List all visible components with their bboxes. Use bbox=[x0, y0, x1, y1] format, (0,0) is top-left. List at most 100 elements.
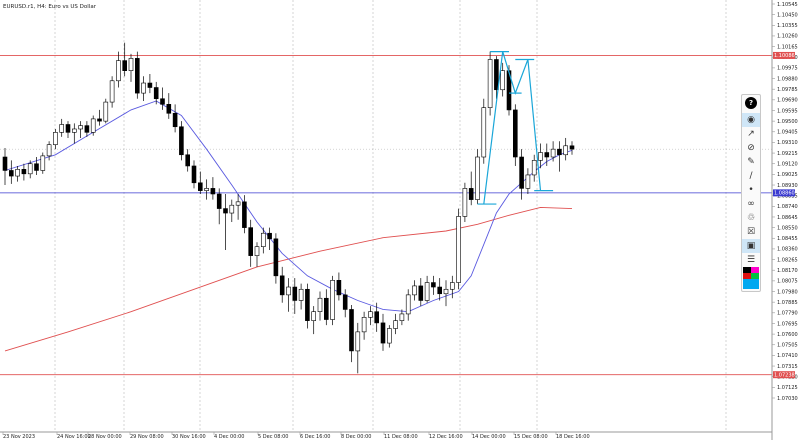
price-axis-label: 1.09595 bbox=[777, 108, 798, 114]
price-axis-label: 1.07600 bbox=[777, 332, 798, 338]
lower-support-label-bg bbox=[773, 371, 795, 379]
price-axis-label: 1.08360 bbox=[777, 247, 798, 253]
candle-body bbox=[90, 118, 96, 133]
price-axis-label: 1.07695 bbox=[777, 321, 798, 327]
drawing-toolbar: ? ◉ ↗ ⊘ ✎ ∕ • ∞ ♲ ☒ ▣ ☰ bbox=[741, 94, 761, 292]
candle-body bbox=[292, 286, 298, 301]
time-axis-label: 8 Dec 00:00 bbox=[341, 434, 371, 440]
time-axis-label: 6 Dec 16:00 bbox=[300, 434, 330, 440]
candle-body bbox=[557, 148, 562, 156]
price-axis-label: 1.09405 bbox=[777, 130, 798, 136]
price-axis-label: 1.08835 bbox=[777, 193, 798, 199]
color-palette-icon[interactable] bbox=[743, 267, 759, 289]
candle-body bbox=[399, 313, 405, 321]
candle-body bbox=[500, 70, 506, 91]
candle-body bbox=[361, 316, 367, 333]
candle-body bbox=[235, 201, 241, 206]
price-axis-label: 1.08265 bbox=[777, 257, 798, 263]
time-axis-label: 30 Nov 16:00 bbox=[172, 434, 206, 440]
candle-body bbox=[128, 58, 134, 71]
candle-body bbox=[260, 232, 266, 247]
help-icon[interactable]: ? bbox=[745, 97, 757, 109]
price-axis: 1.105451.104501.103551.102601.101651.100… bbox=[772, 2, 798, 402]
candle-body bbox=[216, 193, 222, 209]
candle-body bbox=[153, 87, 159, 100]
price-axis-label: 1.07410 bbox=[777, 353, 798, 359]
candle-body bbox=[141, 82, 146, 94]
pencil-icon[interactable]: ∕ bbox=[749, 171, 753, 181]
candle-body bbox=[147, 82, 153, 88]
candlesticks bbox=[2, 42, 575, 374]
candle-body bbox=[65, 124, 71, 133]
clipboard-icon[interactable]: ☰ bbox=[746, 255, 756, 265]
price-axis-label: 1.08075 bbox=[777, 279, 798, 285]
price-axis-label: 1.07030 bbox=[777, 396, 798, 402]
candle-body bbox=[2, 156, 8, 171]
candle-body bbox=[305, 288, 310, 321]
candle-body bbox=[550, 148, 556, 158]
candle-body bbox=[412, 285, 417, 296]
candle-body bbox=[456, 216, 461, 283]
time-axis-label: 11 Dec 08:00 bbox=[384, 434, 418, 440]
drawn-annotation[interactable] bbox=[477, 51, 554, 205]
candle-body bbox=[198, 182, 203, 191]
candle-body bbox=[317, 297, 323, 312]
candle-body bbox=[103, 101, 109, 122]
time-axis-label: 29 Nov 08:00 bbox=[130, 434, 164, 440]
candle-body bbox=[468, 188, 474, 200]
candle-body bbox=[53, 132, 58, 145]
time-axis-label: 12 Dec 16:00 bbox=[429, 434, 463, 440]
lower-support-label: 1.07238 bbox=[774, 372, 795, 378]
candle-body bbox=[494, 59, 499, 91]
candle-body bbox=[443, 288, 449, 295]
candle-body bbox=[223, 208, 228, 214]
link-icon[interactable]: ∞ bbox=[747, 199, 755, 209]
price-axis-label: 1.08740 bbox=[777, 204, 798, 210]
price-axis-label: 1.10165 bbox=[777, 44, 798, 50]
brush-icon[interactable]: ✎ bbox=[747, 157, 755, 167]
cursor-icon[interactable]: ↗ bbox=[747, 129, 755, 139]
candle-body bbox=[519, 156, 524, 189]
candle-body bbox=[122, 60, 127, 71]
candle-body bbox=[210, 188, 216, 195]
candle-body bbox=[487, 59, 493, 108]
eye-icon[interactable]: ◉ bbox=[742, 113, 760, 127]
vertical-grid bbox=[54, 0, 727, 432]
mid-support-label-bg bbox=[773, 189, 795, 197]
candle-body bbox=[97, 118, 102, 122]
price-axis-label: 1.09215 bbox=[777, 151, 798, 157]
no-draw-icon[interactable]: ⊘ bbox=[747, 143, 755, 153]
candle-body bbox=[78, 125, 83, 130]
price-axis-label: 1.07885 bbox=[777, 300, 798, 306]
time-axis-label: 28 Nov 00:00 bbox=[88, 434, 122, 440]
price-axis-label: 1.08645 bbox=[777, 215, 798, 221]
candle-body bbox=[437, 286, 443, 295]
price-axis-label: 1.07505 bbox=[777, 343, 798, 349]
candle-body bbox=[191, 165, 197, 184]
candle-body bbox=[135, 58, 140, 94]
price-axis-label: 1.08550 bbox=[777, 225, 798, 231]
time-axis-label: 15 Dec 08:00 bbox=[514, 434, 548, 440]
price-axis-label: 1.09025 bbox=[777, 172, 798, 178]
price-axis-label: 1.09880 bbox=[777, 76, 798, 82]
trash-icon[interactable]: ♲ bbox=[746, 213, 756, 223]
price-axis-label: 1.08455 bbox=[777, 236, 798, 242]
candle-body bbox=[15, 169, 20, 177]
dot-icon[interactable]: • bbox=[748, 185, 754, 195]
price-axis-label: 1.09120 bbox=[777, 162, 798, 168]
candle-body bbox=[424, 282, 430, 301]
candle-body bbox=[267, 232, 272, 240]
candle-body bbox=[248, 227, 253, 256]
candle-body bbox=[40, 155, 46, 171]
candle-body bbox=[330, 280, 335, 320]
screenshot-icon[interactable]: ▣ bbox=[742, 239, 760, 253]
price-axis-label: 1.10545 bbox=[777, 2, 798, 8]
candle-body bbox=[21, 169, 27, 175]
candle-body bbox=[531, 160, 537, 176]
trash-all-icon[interactable]: ☒ bbox=[746, 227, 756, 237]
candle-body bbox=[512, 109, 518, 158]
candle-body bbox=[393, 320, 398, 329]
price-axis-label: 1.09310 bbox=[777, 140, 798, 146]
